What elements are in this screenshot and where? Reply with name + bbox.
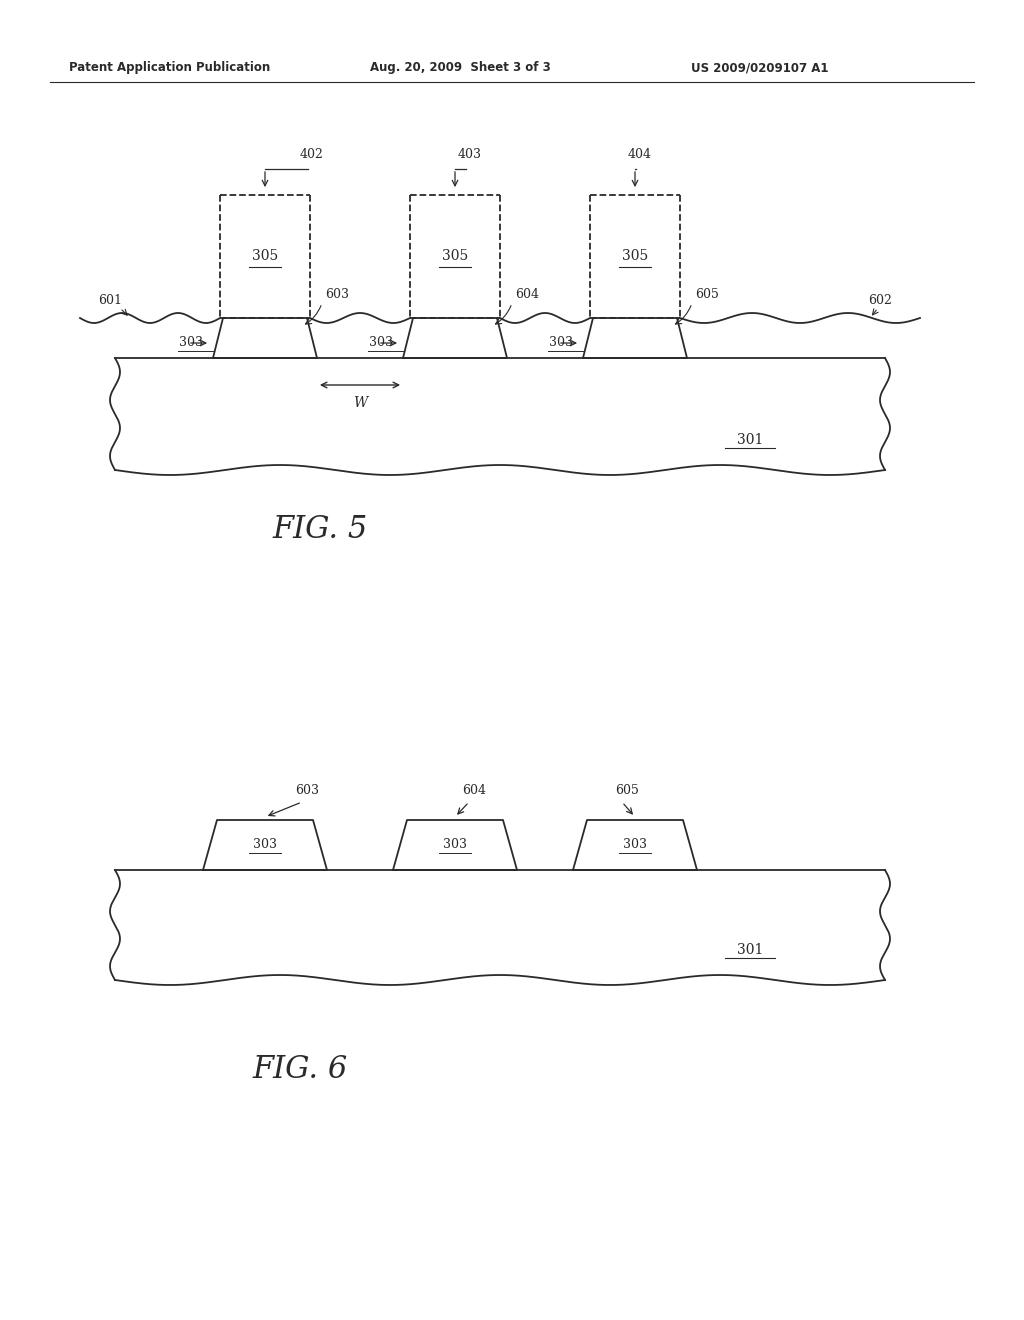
Text: 603: 603 bbox=[295, 784, 319, 796]
Text: FIG. 6: FIG. 6 bbox=[252, 1055, 347, 1085]
Text: 303: 303 bbox=[549, 337, 573, 350]
Text: 603: 603 bbox=[325, 289, 349, 301]
Text: Aug. 20, 2009  Sheet 3 of 3: Aug. 20, 2009 Sheet 3 of 3 bbox=[370, 62, 550, 74]
Text: 605: 605 bbox=[615, 784, 639, 796]
Text: 605: 605 bbox=[695, 289, 719, 301]
Text: 303: 303 bbox=[253, 838, 278, 851]
Text: 303: 303 bbox=[443, 838, 467, 851]
Text: W: W bbox=[353, 396, 368, 411]
Text: 604: 604 bbox=[462, 784, 486, 796]
Text: 303: 303 bbox=[369, 337, 393, 350]
Text: 305: 305 bbox=[622, 249, 648, 264]
Text: US 2009/0209107 A1: US 2009/0209107 A1 bbox=[691, 62, 828, 74]
Text: FIG. 5: FIG. 5 bbox=[272, 515, 368, 545]
Text: 305: 305 bbox=[252, 249, 279, 264]
Text: 301: 301 bbox=[737, 433, 763, 447]
Text: 301: 301 bbox=[737, 942, 763, 957]
Text: Patent Application Publication: Patent Application Publication bbox=[70, 62, 270, 74]
Text: 601: 601 bbox=[98, 293, 122, 306]
Text: 602: 602 bbox=[868, 293, 892, 306]
Text: 604: 604 bbox=[515, 289, 539, 301]
Text: 402: 402 bbox=[300, 149, 324, 161]
Text: 403: 403 bbox=[458, 149, 482, 161]
Text: 303: 303 bbox=[623, 838, 647, 851]
Text: 305: 305 bbox=[442, 249, 468, 264]
Text: 404: 404 bbox=[628, 149, 652, 161]
Text: 303: 303 bbox=[179, 337, 203, 350]
